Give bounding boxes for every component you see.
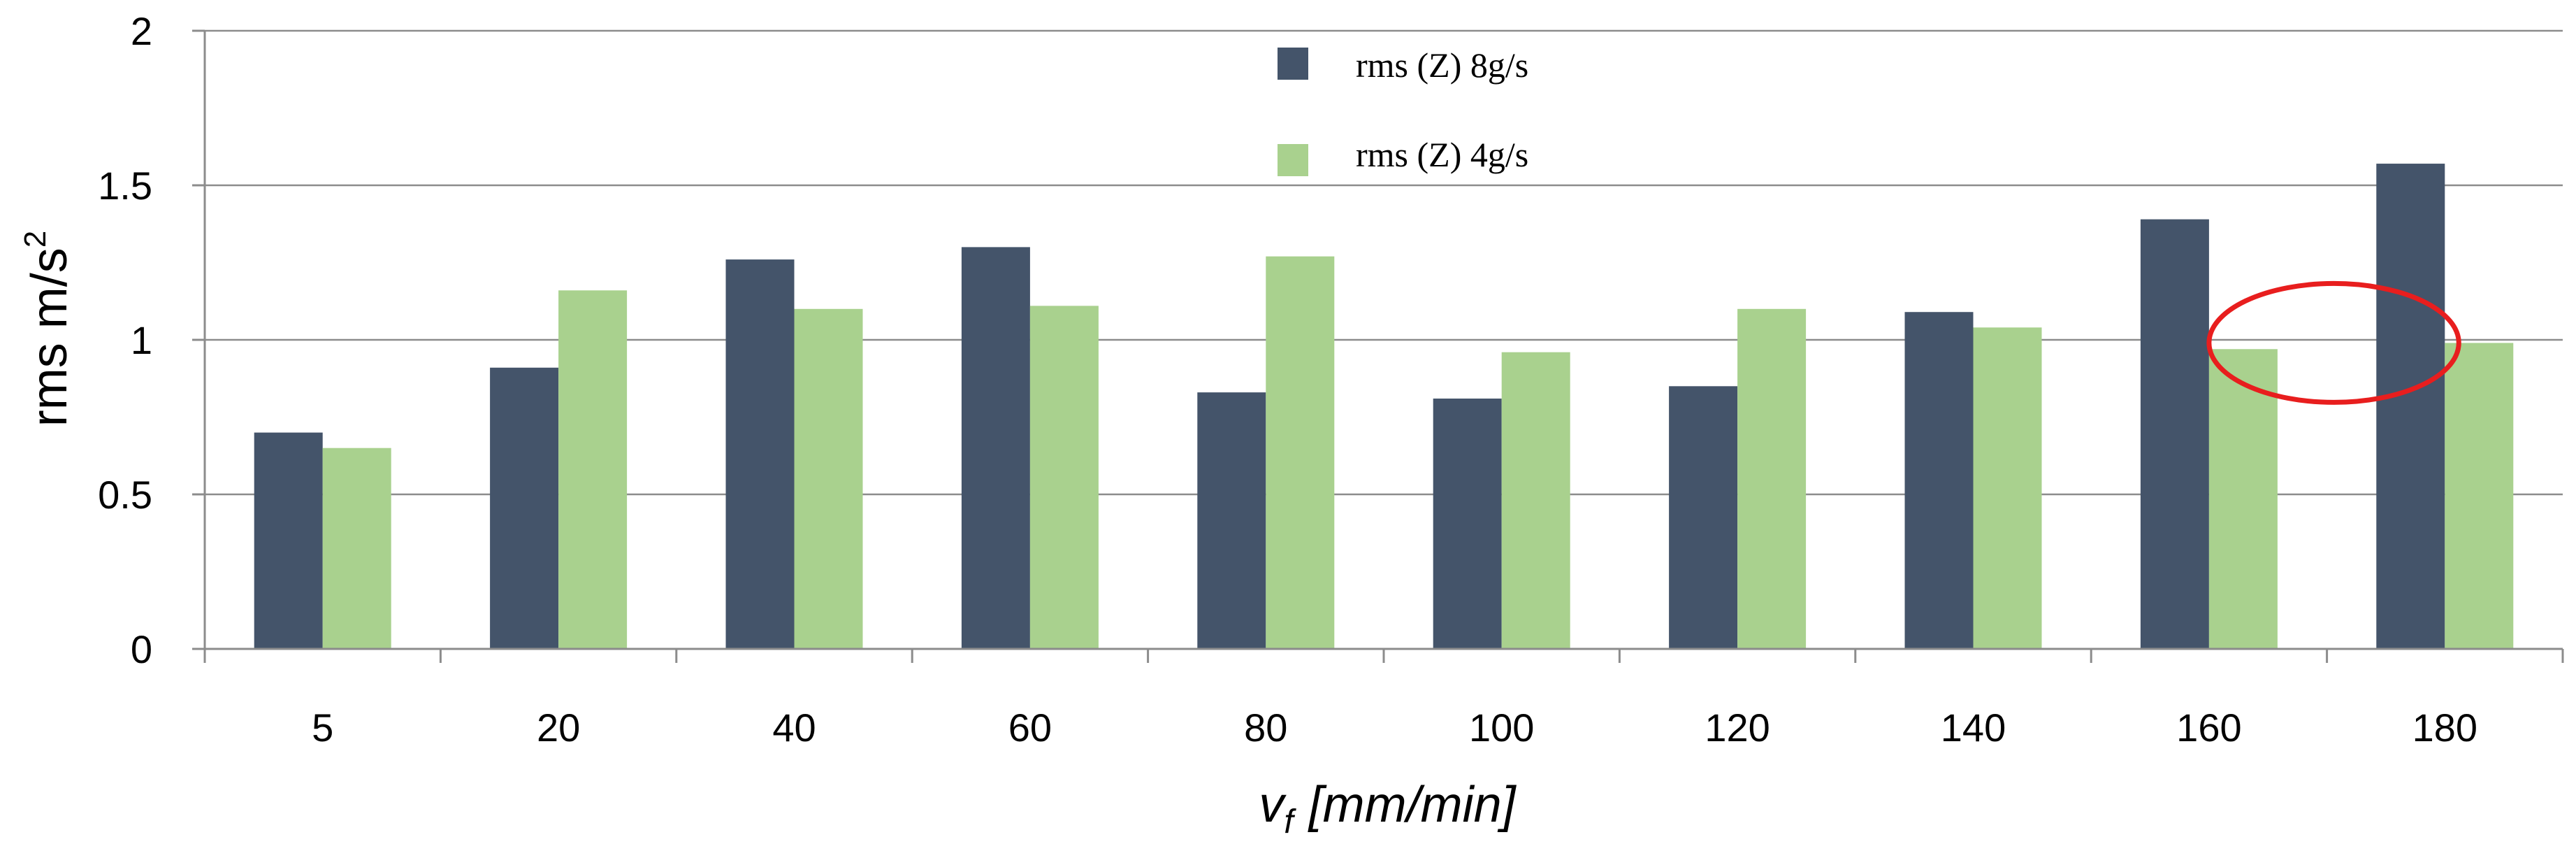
annotation-ellipse [2206,280,2461,405]
x-tick-label-160: 160 [2176,706,2241,750]
x-tick-label-100: 100 [1469,706,1534,750]
y-tick-label-2: 2 [131,9,152,53]
bar-series-1-80 [1197,392,1266,649]
bar-series-1-40 [725,259,795,650]
y-axis-title-text: rms m/s [22,248,78,427]
bar-series-1-100 [1433,398,1502,649]
x-tick-label-80: 80 [1244,706,1287,750]
bar-series-1-120 [1669,386,1738,649]
axes [192,29,2564,663]
x-tick-label-180: 180 [2412,706,2477,750]
x-tick-label-40: 40 [772,706,816,750]
bar-series-2-60 [1029,306,1099,649]
bar-series-2-180 [2445,343,2514,649]
y-axis-title-superscript: 2 [18,231,52,248]
legend-label-series-2: rms (Z) 4g/s [1356,135,1528,174]
legend-swatch-series-2 [1278,144,1308,176]
bar-series-2-20 [558,290,628,649]
y-tick-label-1.5: 1.5 [98,164,152,208]
legend-swatch-series-1 [1278,48,1308,80]
legend: rms (Z) 8g/s rms (Z) 4g/s [1278,45,1528,176]
y-tick-label-1: 1 [131,318,152,362]
bar-series-2-100 [1501,352,1570,649]
x-tick-labels: 5 20 40 60 80 100 120 140 160 180 [312,706,2477,750]
legend-label-series-1: rms (Z) 8g/s [1356,45,1528,85]
bar-series-1-160 [2140,219,2209,649]
x-tick-label-120: 120 [1705,706,1770,750]
bar-series-2-5 [322,448,391,649]
bar-series-2-40 [794,308,863,649]
bar-series-1-60 [961,247,1030,649]
x-tick-label-5: 5 [312,706,333,750]
y-tick-label-0.5: 0.5 [98,473,152,517]
x-tick-label-20: 20 [537,706,580,750]
bars [254,164,2514,650]
y-tick-labels: 0 0.5 1 1.5 2 [98,9,152,671]
bar-series-2-160 [2208,349,2278,649]
bar-series-1-5 [254,432,323,649]
x-tick-label-140: 140 [1941,706,2006,750]
bar-series-1-180 [2376,164,2445,649]
y-tick-label-0: 0 [131,627,152,671]
x-axis-unit: [mm/min] [1308,777,1517,833]
bar-series-2-140 [1973,327,2042,649]
bar-series-2-80 [1266,256,1335,649]
bar-series-1-140 [1904,312,1974,649]
x-axis-title: vf [mm/min] [1259,777,1517,841]
x-axis-subscript: f [1284,803,1296,841]
x-tick-label-60: 60 [1008,706,1052,750]
bar-series-2-120 [1737,308,1807,649]
y-axis-title: rms m/s2 [18,231,78,427]
bar-series-1-20 [490,367,559,649]
x-axis-symbol: v [1259,777,1287,833]
